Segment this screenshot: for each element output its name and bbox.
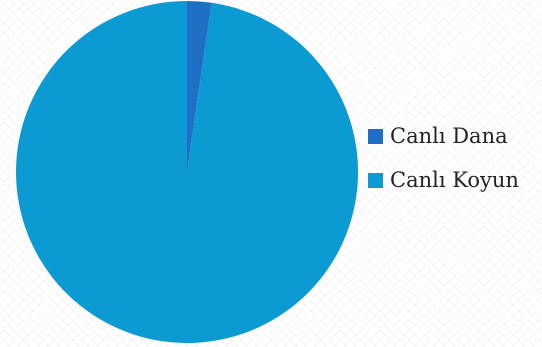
legend-label-canli-dana: Canlı Dana xyxy=(390,124,508,148)
chart-legend: Canlı Dana Canlı Koyun xyxy=(368,122,540,210)
legend-swatch-canli-koyun xyxy=(368,172,383,188)
pie-slices xyxy=(16,0,359,343)
pie-slice-canli-koyun xyxy=(16,1,359,343)
legend-item-canli-dana: Canlı Dana xyxy=(368,122,540,150)
pie-slice-canli-dana xyxy=(187,0,212,172)
legend-swatch-canli-dana xyxy=(368,128,383,144)
legend-item-canli-koyun: Canlı Koyun xyxy=(368,166,540,194)
legend-label-canli-koyun: Canlı Koyun xyxy=(390,168,519,192)
